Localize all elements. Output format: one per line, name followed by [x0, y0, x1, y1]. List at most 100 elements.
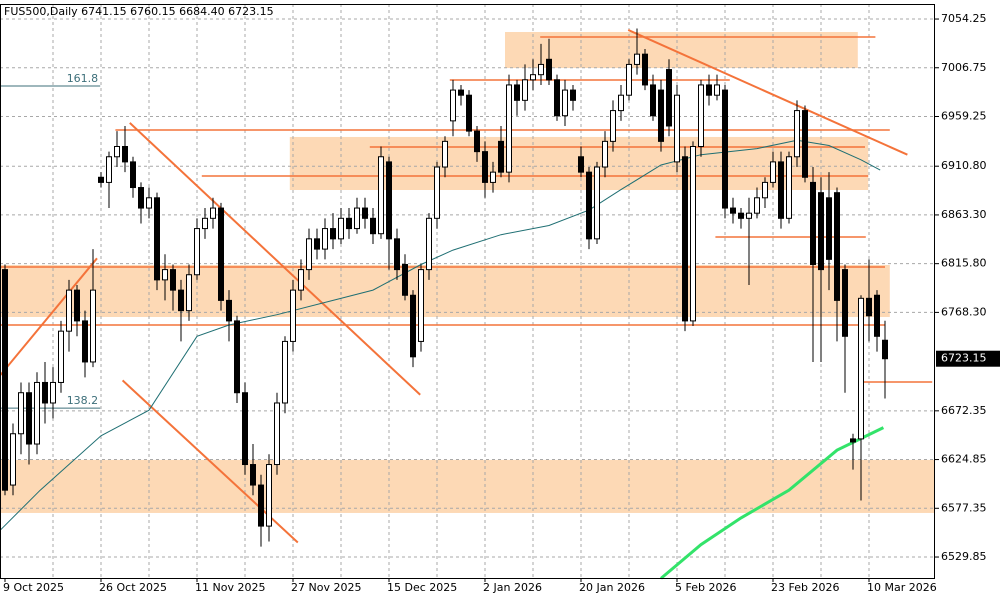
candle-body	[162, 269, 168, 281]
candle-body	[754, 197, 760, 214]
candle-body	[594, 166, 600, 240]
candle-body	[138, 187, 144, 209]
candle-body	[682, 156, 688, 322]
y-tick-label: 6768.30	[941, 305, 987, 318]
candle-body	[802, 110, 808, 178]
candle-body	[738, 212, 744, 219]
y-tick-label: 6624.85	[941, 453, 987, 466]
candle-body	[442, 140, 448, 168]
candle-body	[82, 320, 88, 363]
zone	[0, 264, 890, 318]
x-tick-label: 2 Jan 2026	[483, 581, 542, 594]
candle-body	[490, 171, 496, 183]
candle-body	[410, 294, 416, 358]
candle-body	[514, 84, 520, 101]
candle-body	[882, 339, 888, 360]
candle-body	[386, 161, 392, 240]
candle-body	[330, 228, 336, 240]
candle-body	[298, 269, 304, 291]
candle-body	[378, 156, 384, 235]
candle-body	[714, 84, 720, 96]
candle-body	[34, 381, 40, 445]
y-tick-label: 7054.25	[941, 12, 987, 25]
candle-body	[690, 145, 696, 322]
candle-body	[458, 89, 464, 96]
candle-body	[250, 464, 256, 486]
candle-body	[218, 207, 224, 301]
plot-frame	[0, 4, 935, 579]
chart-title: FUS500,Daily 6741.15 6760.15 6684.40 672…	[4, 5, 274, 18]
candle-body	[202, 217, 208, 230]
candle-body	[370, 217, 376, 235]
candle-body	[266, 464, 272, 527]
candle-body	[866, 297, 872, 317]
candle-body	[98, 176, 104, 183]
candle-body	[362, 207, 368, 219]
candle-body	[314, 238, 320, 250]
x-tick-label: 20 Jan 2026	[579, 581, 645, 594]
y-tick-label: 6910.80	[941, 159, 987, 172]
candle-body	[66, 289, 72, 332]
candle-body	[610, 110, 616, 142]
candle-body	[258, 484, 264, 527]
candle-body	[426, 217, 432, 271]
candle-body	[74, 289, 80, 322]
candle-body	[874, 294, 880, 337]
candle-body	[418, 269, 424, 342]
x-tick-label: 27 Nov 2025	[291, 581, 361, 594]
y-tick-label: 6863.30	[941, 208, 987, 221]
zone	[505, 32, 858, 69]
candle-body	[130, 161, 136, 189]
moving-average	[0, 139, 881, 531]
candle-body	[434, 166, 440, 219]
candle-body	[826, 197, 832, 260]
candle-body	[346, 217, 352, 230]
candle-body	[850, 438, 856, 443]
candle-body	[562, 89, 568, 117]
candle-body	[842, 269, 848, 337]
candle-body	[794, 110, 800, 158]
candle-body	[394, 238, 400, 271]
x-tick-label: 11 Nov 2025	[195, 581, 265, 594]
candle-body	[810, 181, 816, 265]
fib-label: 138.2	[67, 394, 99, 407]
candle-body	[778, 161, 784, 219]
candle-body	[354, 207, 360, 230]
y-tick-label: 7006.75	[941, 61, 987, 74]
y-tick-label: 6815.80	[941, 257, 987, 270]
candle-body	[482, 151, 488, 183]
candle-body	[322, 228, 328, 250]
candle-body	[818, 192, 824, 271]
y-tick-label: 6672.35	[941, 404, 987, 417]
candle-body	[626, 63, 632, 96]
candle-body	[538, 63, 544, 76]
x-tick-label: 10 Mar 2026	[867, 581, 937, 594]
candle-body	[506, 84, 512, 173]
candle-body	[530, 74, 536, 81]
candle-body	[570, 89, 576, 101]
candle-body	[154, 197, 160, 281]
candle-body	[770, 161, 776, 183]
candle-body	[90, 289, 96, 363]
candle-body	[722, 89, 728, 209]
candle-body	[10, 433, 16, 486]
candle-body	[338, 217, 344, 240]
candle-body	[586, 171, 592, 240]
candle-body	[858, 297, 864, 440]
candle-body	[290, 289, 296, 342]
zone	[0, 459, 935, 513]
candle-body	[642, 53, 648, 86]
candle-body	[650, 84, 656, 117]
fib-label: 161.8	[67, 72, 99, 85]
overlays: 161.8 138.2	[0, 29, 933, 580]
candle-body	[698, 84, 704, 147]
y-tick-label: 6577.35	[941, 501, 987, 514]
x-tick-label: 26 Oct 2025	[99, 581, 167, 594]
candle-body	[186, 274, 192, 312]
candle-body	[834, 192, 840, 301]
candle-body	[50, 381, 56, 404]
candle-body	[282, 340, 288, 404]
trend-line	[627, 29, 908, 156]
candle-body	[618, 94, 624, 112]
candle-body	[602, 140, 608, 168]
